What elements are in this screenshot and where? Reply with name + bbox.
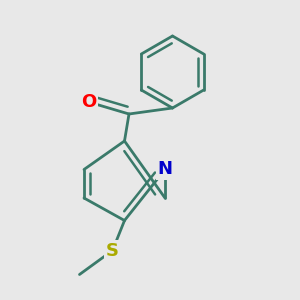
Text: S: S — [106, 242, 119, 260]
Text: O: O — [81, 93, 96, 111]
Text: N: N — [158, 160, 172, 178]
